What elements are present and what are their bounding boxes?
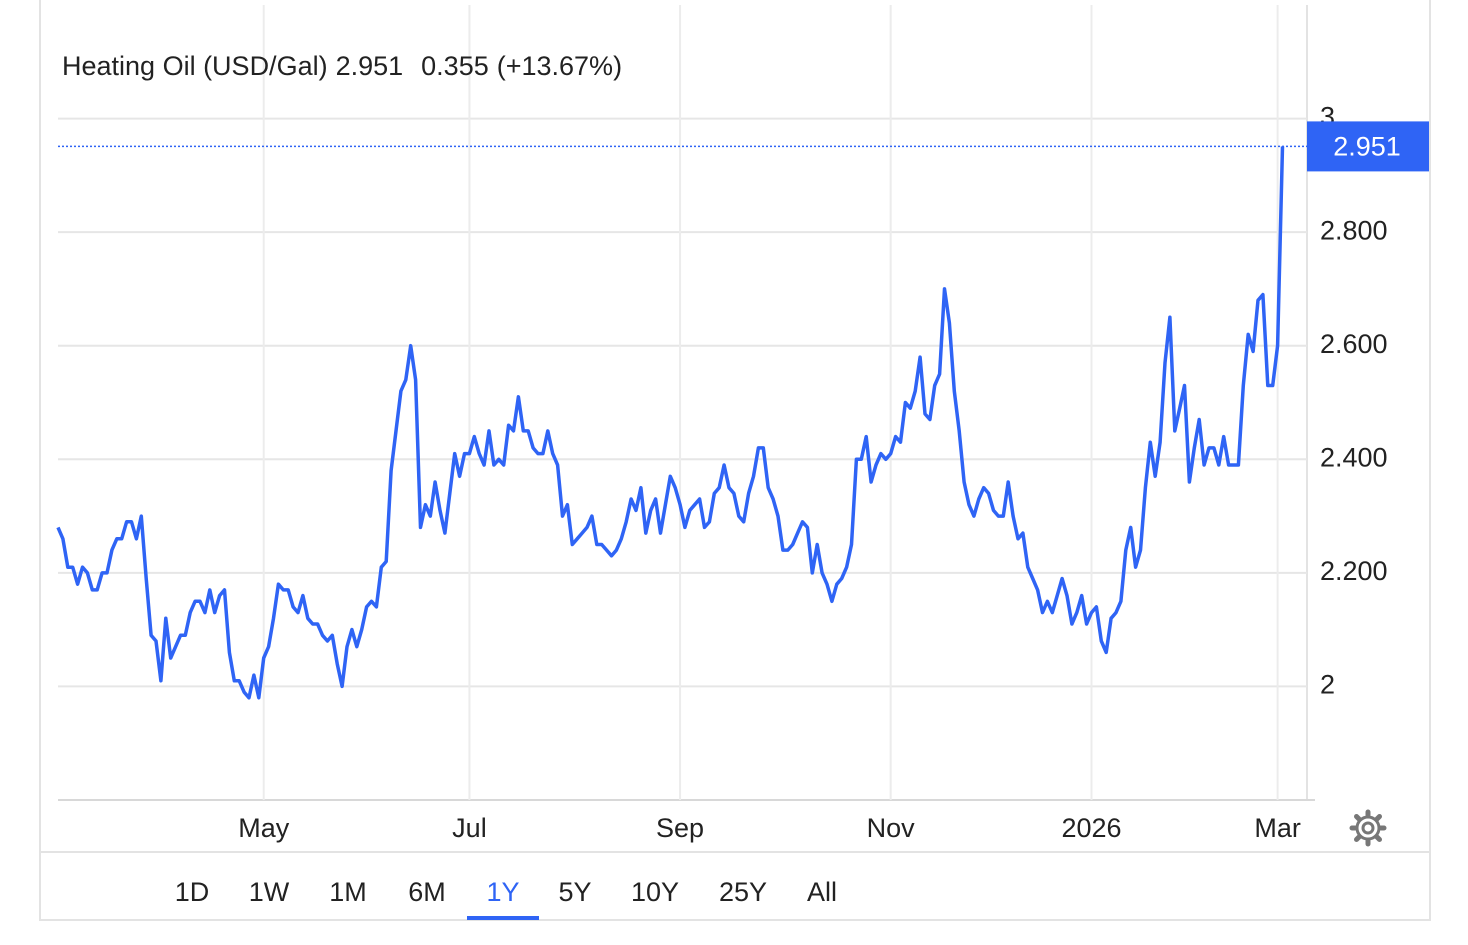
y-tick-label: 2.200: [1320, 556, 1388, 586]
settings-icon[interactable]: [1349, 809, 1387, 847]
range-button[interactable]: All: [807, 877, 837, 907]
range-button[interactable]: 1D: [175, 877, 210, 907]
range-button[interactable]: 10Y: [631, 877, 679, 907]
x-tick-label: Jul: [452, 813, 487, 843]
last-price-tag-label: 2.951: [1333, 132, 1401, 162]
x-tick-label: 2026: [1061, 813, 1121, 843]
price-line: [56, 146, 1285, 700]
range-button[interactable]: 5Y: [558, 877, 591, 907]
y-tick-label: 2.800: [1320, 215, 1388, 245]
frame: [39, 0, 1431, 921]
last-price-tag: [1307, 121, 1429, 172]
price-change: 0.355: [421, 51, 489, 81]
x-tick-label: Mar: [1254, 813, 1301, 843]
chart-title: Heating Oil (USD/Gal): [62, 51, 328, 81]
y-tick-label: 2.600: [1320, 329, 1388, 359]
x-tick-label: May: [238, 813, 290, 843]
y-tick-label: 2.400: [1320, 442, 1388, 472]
range-button[interactable]: 6M: [408, 877, 446, 907]
price-change-percent: (+13.67%): [497, 51, 622, 81]
range-button[interactable]: 25Y: [719, 877, 767, 907]
x-tick-label: Sep: [656, 813, 704, 843]
range-button[interactable]: 1M: [329, 877, 367, 907]
range-button[interactable]: 1W: [249, 877, 290, 907]
last-price: 2.951: [336, 51, 404, 81]
range-button[interactable]: 1Y: [486, 877, 519, 907]
y-tick-label: 2: [1320, 670, 1335, 700]
active-range-underline: [467, 916, 539, 920]
x-tick-label: Nov: [867, 813, 916, 843]
